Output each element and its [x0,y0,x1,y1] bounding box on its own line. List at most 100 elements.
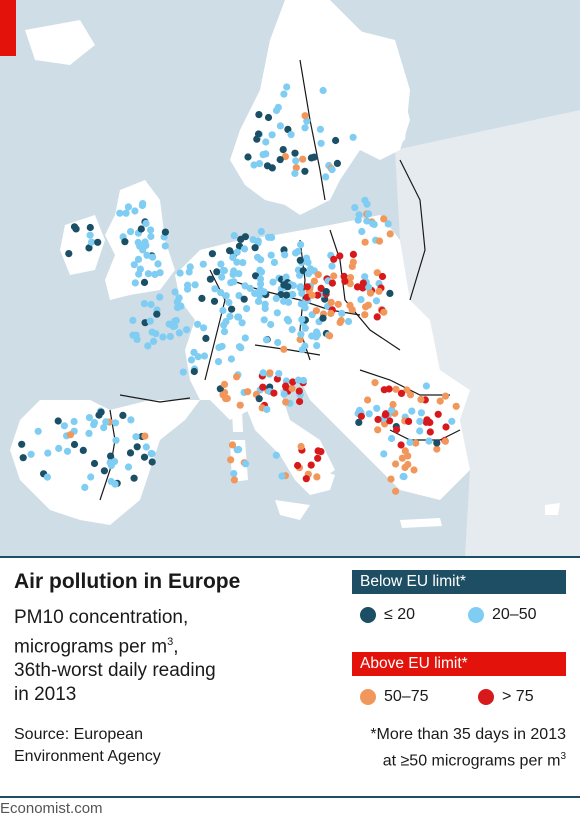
station-dot [291,149,299,157]
station-dot [136,265,144,273]
station-dot [262,138,270,146]
station-dot [133,335,141,343]
station-dot [219,266,227,275]
station-dot [230,232,238,240]
station-dot [227,279,235,287]
station-dot [161,228,169,236]
station-dot [328,279,336,287]
station-dot [401,463,409,472]
legend-label: > 75 [502,688,534,705]
superscript: 3 [560,751,566,762]
station-dot [250,161,258,169]
station-dot [341,277,349,285]
station-dot [200,352,209,360]
station-dot [132,433,140,441]
station-dot [238,319,246,327]
station-dot [389,400,397,409]
station-dot [156,293,164,301]
station-dot [143,251,151,259]
station-dot [90,459,99,468]
station-dot [259,369,267,377]
station-dot [373,269,381,277]
station-dot [273,309,281,317]
border-segment [119,394,191,403]
station-dot [147,226,155,234]
station-dot [405,417,413,425]
legend-swatch [468,607,484,623]
station-dot [233,248,241,256]
station-dot [301,124,309,132]
station-dot [255,395,263,403]
station-dot [259,151,267,159]
station-dot [355,418,363,426]
station-dot [337,316,345,325]
station-dot [406,438,414,446]
station-dot [357,296,365,304]
station-dot [235,292,243,300]
station-dot [317,284,325,292]
station-dot [236,401,244,409]
station-dot [255,160,264,168]
station-dot [291,169,299,177]
station-dot [136,242,144,250]
station-dot [314,291,322,299]
station-dot [81,483,89,491]
station-dot [272,294,280,303]
station-dot [380,386,388,394]
station-dot [154,260,162,268]
station-dot [338,309,346,317]
station-dot [60,422,68,430]
source-line: Source: European [14,726,143,743]
station-dot [283,83,291,91]
station-dot [217,260,225,268]
corsica [232,410,243,432]
station-dot [191,281,199,289]
station-dot [349,258,357,266]
border-segment [329,229,401,351]
station-dot [284,125,292,133]
station-dot [88,238,96,246]
station-dot [375,287,383,295]
station-dot [313,342,321,350]
station-dot [312,307,320,315]
station-dot [268,131,276,139]
station-dot [227,456,235,464]
station-dot [254,237,262,245]
station-dot [327,309,335,317]
station-dot [357,412,365,420]
map-canvas [0,0,580,556]
station-dot [217,289,225,297]
legend-swatch [478,689,494,705]
brand-footer: Economist.com [0,800,103,817]
station-dot [144,342,152,350]
station-dot [173,304,182,312]
station-dot [272,451,280,459]
station-dot [222,395,230,403]
station-dot [220,328,229,336]
footnote: *More than 35 days in 2013 at ≥50 microg… [370,724,566,772]
station-dot [121,238,129,246]
station-dot [369,220,377,228]
station-dot [281,153,289,161]
station-dot [263,162,272,170]
station-dot [412,439,420,447]
subtitle-line: PM10 concentration, [14,607,189,628]
station-dot [148,458,156,466]
station-dot [86,231,94,239]
station-dot [112,436,120,444]
europe-map [0,0,580,556]
station-dot [27,450,35,458]
station-dot [388,434,396,443]
station-dot [260,316,268,324]
station-dot [222,318,230,326]
station-dot [122,209,130,217]
station-dot [235,270,243,278]
station-dot [361,311,369,319]
station-dot [299,155,307,163]
station-dot [358,227,366,236]
station-dot [225,298,233,307]
station-dot [255,111,263,119]
station-dot [433,439,441,447]
station-dot [256,286,264,294]
station-dot [387,475,395,483]
